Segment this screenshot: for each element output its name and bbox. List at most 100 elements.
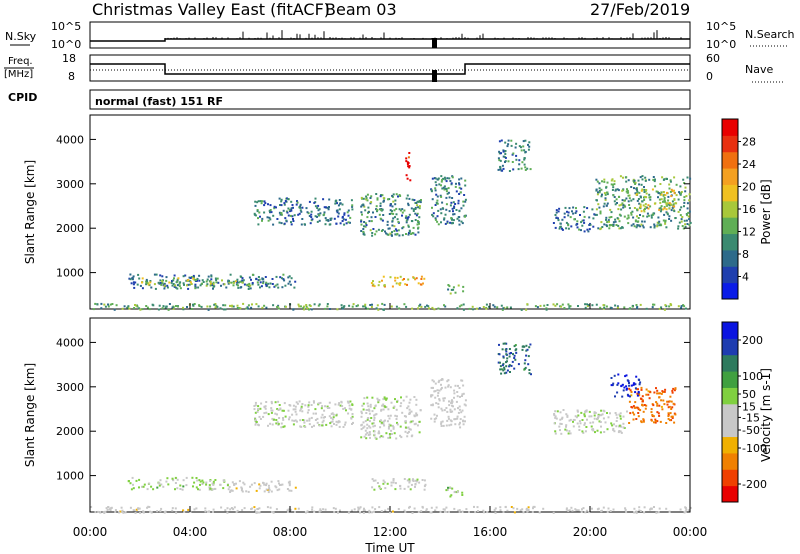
power-cell	[258, 278, 261, 281]
power-cell	[330, 217, 333, 220]
power-cell	[415, 202, 418, 204]
power-cell	[417, 206, 420, 209]
velocity-cell	[289, 404, 292, 407]
power-cell	[639, 303, 642, 306]
power-cell	[567, 214, 570, 217]
power-cell	[176, 287, 179, 290]
power-cell	[391, 220, 394, 223]
velocity-cell	[257, 405, 260, 408]
power-cell	[525, 308, 528, 311]
velocity-cell	[451, 399, 453, 402]
velocity-cell	[334, 403, 337, 406]
velocity-cell	[637, 391, 640, 393]
velocity-cell	[296, 402, 299, 405]
velocity-cell	[176, 478, 179, 481]
power-cell	[670, 219, 673, 222]
power-cell	[675, 183, 678, 186]
power-cell	[323, 206, 326, 209]
power-cell	[440, 184, 442, 187]
power-cell	[167, 308, 170, 311]
velocity-cell	[404, 420, 407, 423]
velocity-cell	[650, 419, 653, 422]
power-cell	[377, 308, 380, 311]
velocity-cell	[561, 416, 564, 419]
power-cell	[417, 201, 420, 203]
velocity-cell	[388, 425, 390, 428]
velocity-cell	[524, 366, 527, 369]
power-cell	[314, 205, 317, 208]
velocity-cell	[559, 422, 562, 425]
power-cell	[212, 285, 215, 288]
power-cell	[299, 305, 302, 308]
velocity-cell	[523, 362, 526, 365]
velocity-cell	[638, 383, 641, 386]
velocity-cell	[630, 391, 633, 394]
power-cell	[383, 284, 386, 287]
power-cell	[214, 277, 217, 280]
velocity-cell	[408, 411, 411, 414]
power-cell	[161, 280, 164, 283]
power-cell	[205, 284, 208, 287]
power-cell	[176, 278, 179, 281]
power-cell	[434, 189, 437, 192]
power-cell	[392, 212, 395, 215]
y-tick-label: 4000	[56, 336, 84, 349]
velocity-cell	[366, 402, 369, 405]
power-cell	[436, 195, 439, 198]
velocity-cell	[585, 509, 588, 512]
velocity-cell	[322, 508, 325, 511]
power-cell	[399, 209, 402, 212]
power-cell	[92, 308, 95, 311]
power-cell	[369, 202, 372, 205]
power-colorbar-swatch	[722, 249, 738, 267]
power-cell	[492, 304, 495, 307]
power-cell	[132, 275, 135, 278]
colorbar-tick-label: 50	[742, 388, 756, 401]
velocity-cell	[441, 409, 444, 412]
velocity-cell	[395, 418, 398, 420]
velocity-cell	[438, 399, 441, 402]
power-cell	[572, 206, 575, 209]
velocity-cell	[313, 401, 315, 404]
velocity-region-5	[360, 395, 422, 440]
power-cell	[198, 304, 201, 307]
power-cell	[382, 197, 385, 200]
velocity-cell	[645, 388, 648, 391]
velocity-cell	[430, 386, 433, 389]
power-cell	[668, 218, 671, 220]
power-cell	[646, 212, 649, 215]
power-cell	[624, 199, 626, 202]
power-cell	[329, 219, 332, 221]
velocity-cell	[385, 398, 388, 401]
velocity-cell	[408, 506, 410, 509]
power-cell	[395, 282, 398, 285]
power-cell	[458, 216, 461, 219]
power-cell	[633, 181, 636, 184]
power-cell	[303, 305, 305, 308]
velocity-cell	[619, 417, 622, 420]
power-cell	[501, 308, 504, 311]
velocity-cell	[147, 505, 150, 508]
velocity-cell	[530, 373, 532, 376]
power-cell	[175, 286, 178, 289]
velocity-cell	[446, 410, 449, 413]
velocity-cell	[412, 478, 414, 481]
power-cell	[628, 307, 631, 310]
velocity-cell	[449, 419, 452, 422]
power-cell	[659, 183, 662, 185]
power-cell	[613, 183, 616, 186]
power-cell	[445, 180, 448, 183]
power-cell	[242, 279, 245, 282]
velocity-cell	[335, 420, 338, 423]
power-cell	[619, 227, 622, 230]
power-cell	[264, 202, 267, 205]
power-cell	[612, 183, 614, 186]
power-cell	[601, 226, 604, 228]
velocity-cell	[439, 510, 442, 513]
power-cell	[616, 202, 618, 204]
velocity-cell	[368, 420, 371, 423]
power-cell	[336, 211, 339, 214]
velocity-cell	[270, 409, 273, 412]
velocity-cell	[298, 400, 301, 403]
velocity-cell	[387, 414, 390, 417]
